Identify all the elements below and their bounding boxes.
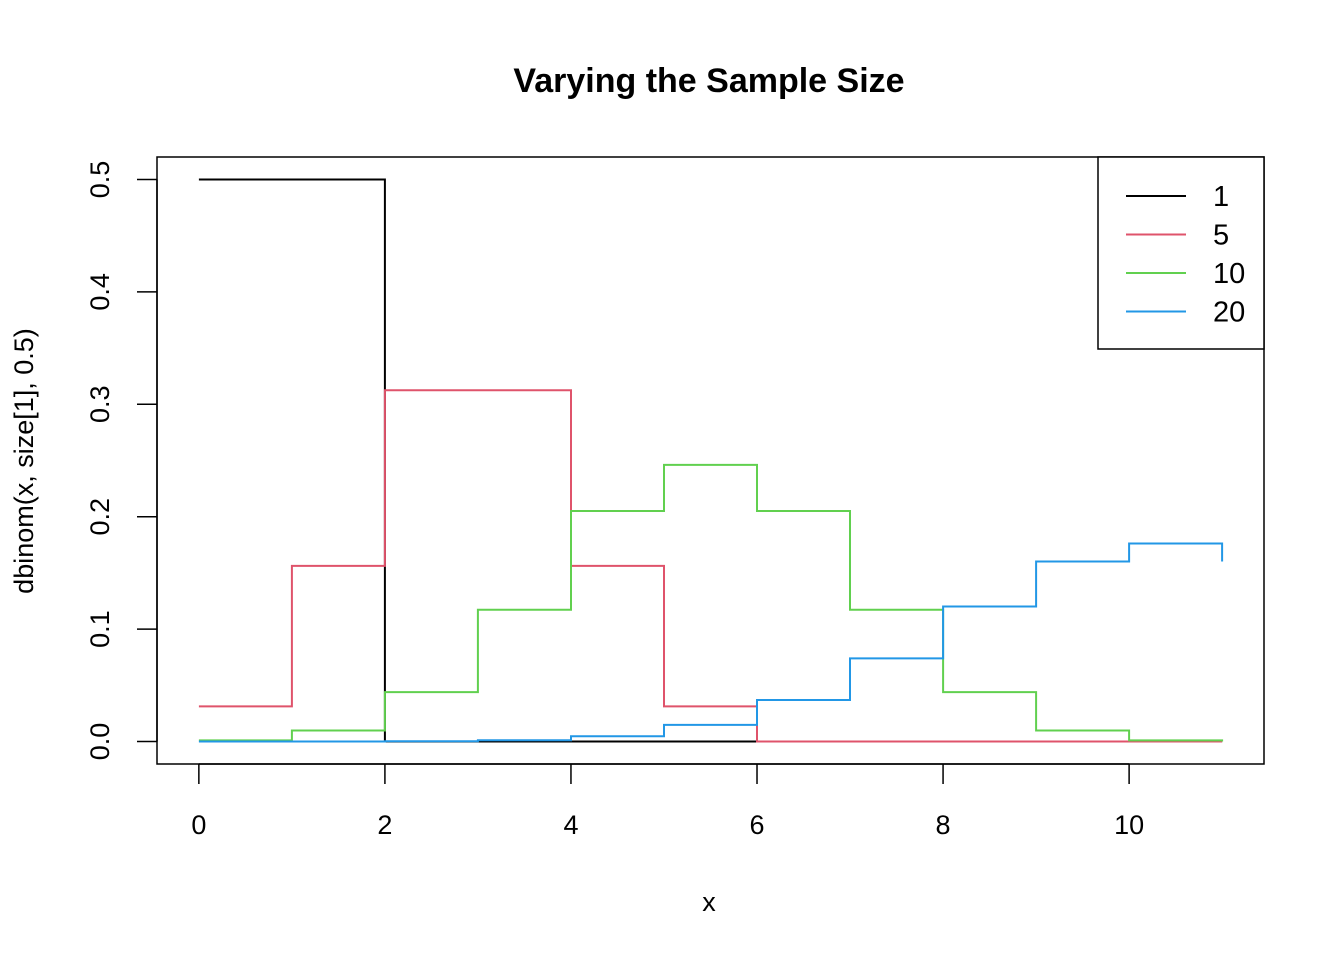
y-tick-label: 0.5 xyxy=(85,161,115,199)
x-tick-label: 8 xyxy=(936,810,951,840)
legend-box xyxy=(1097,156,1265,350)
series-line-5 xyxy=(198,389,1223,743)
y-tick-label: 0.4 xyxy=(85,273,115,311)
chart-title: Varying the Sample Size xyxy=(513,62,904,100)
legend: 1 5 10 20 xyxy=(1097,156,1265,350)
x-tick-label: 10 xyxy=(1114,810,1144,840)
y-tick-label: 0.2 xyxy=(85,498,115,536)
y-axis: 0.0 0.1 0.2 0.3 0.4 0.5 xyxy=(85,161,158,761)
y-tick-label: 0.0 xyxy=(85,723,115,761)
legend-label-5: 5 xyxy=(1213,220,1229,252)
y-axis-label: dbinom(x, size[1], 0.5) xyxy=(9,328,39,594)
x-tick-label: 0 xyxy=(191,810,206,840)
series-layer xyxy=(198,178,1224,743)
series-line-20 xyxy=(198,542,1224,743)
x-tick-label: 4 xyxy=(563,810,578,840)
legend-label-10: 10 xyxy=(1213,258,1245,290)
legend-label-1: 1 xyxy=(1213,181,1229,213)
y-tick-label: 0.1 xyxy=(85,610,115,648)
x-axis-label: x xyxy=(702,887,716,917)
x-tick-label: 6 xyxy=(749,810,764,840)
legend-label-20: 20 xyxy=(1213,297,1245,329)
y-tick-label: 0.3 xyxy=(85,386,115,424)
series-line-10 xyxy=(198,463,1224,742)
series-line-1 xyxy=(198,178,1223,743)
x-tick-label: 2 xyxy=(377,810,392,840)
x-axis: 0 2 4 6 8 10 xyxy=(191,763,1144,840)
